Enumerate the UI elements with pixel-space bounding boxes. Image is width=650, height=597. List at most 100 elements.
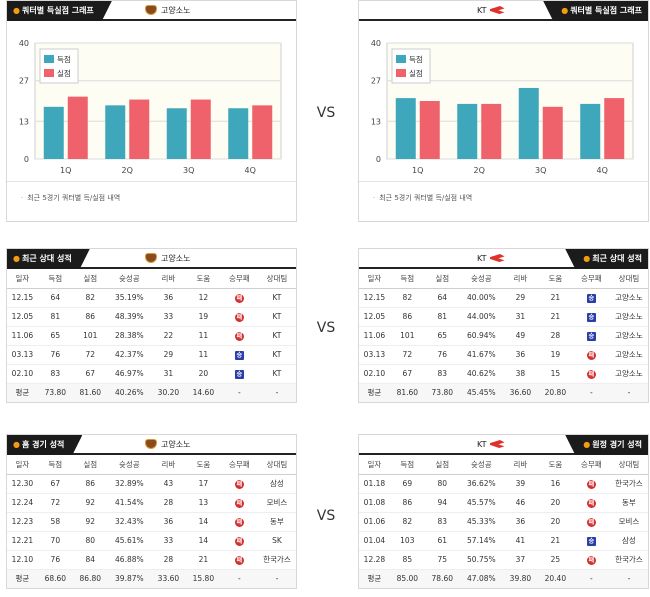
table-cell: 58 (37, 512, 73, 532)
panel-header: KT ● 쿼터별 득실점 그래프 (359, 1, 648, 21)
x-tick-label: 1Q (60, 166, 71, 175)
team-name: 고양소노 (161, 6, 191, 15)
table-cell: 45.61% (107, 531, 151, 551)
table-cell: 85 (389, 550, 425, 570)
bar-scored (105, 105, 126, 159)
table-cell: 01.18 (359, 474, 390, 494)
table-cell: 83 (37, 364, 73, 384)
loss-badge-icon: 패 (586, 555, 596, 565)
column-header: 득점 (37, 455, 73, 475)
table-cell: 85.00 (389, 569, 425, 588)
team-label: KT (477, 249, 505, 269)
table-cell: 65 (37, 326, 73, 346)
result-cell: 패 (220, 326, 258, 346)
team-name: KT (477, 6, 487, 15)
table-cell: 68.60 (37, 569, 73, 588)
table-cell: 49 (502, 326, 538, 346)
result-cell: 패 (220, 307, 258, 327)
table-cell: 고양소노 (609, 326, 648, 346)
team-name: KT (477, 440, 487, 449)
table-cell: 72 (389, 345, 425, 365)
legend-label: 실점 (57, 68, 71, 78)
table-cell: 평균 (359, 383, 390, 402)
win-badge-icon: 승 (234, 369, 244, 379)
column-header: 득점 (389, 269, 425, 289)
table-cell: 67 (389, 364, 425, 384)
y-tick-label: 40 (19, 39, 29, 48)
table-row: 01.08 86 94 45.57% 46 20 패 동부 (359, 493, 648, 513)
result-cell: 패 (220, 512, 258, 532)
table-header-row: 일자 득점 실점 슛성공 리바 도움 승무패 상대팀 (359, 455, 648, 475)
table-cell: 12.05 (7, 307, 38, 327)
table-cell: 38 (502, 364, 538, 384)
table-row: 12.05 81 86 48.39% 33 19 패 KT (7, 307, 296, 327)
column-header: 실점 (424, 269, 460, 289)
panel-header: ● 최근 상대 성적 고양소노 (7, 249, 296, 269)
goyang-sono-logo-icon (145, 253, 157, 263)
table-cell: 57.14% (459, 531, 503, 551)
bar-scored (228, 108, 249, 159)
table-cell: 13 (185, 493, 221, 513)
bar-scored (518, 87, 539, 159)
table-cell: 20 (537, 493, 573, 513)
kt-sonicboom-logo-icon (489, 254, 505, 262)
bar-scored (43, 106, 64, 159)
table-cell: 28 (150, 493, 186, 513)
table-cell: 14.60 (185, 383, 221, 402)
bar-conceded (129, 99, 150, 159)
result-cell: 패 (220, 288, 258, 308)
y-tick-label: 27 (19, 77, 29, 86)
bar-conceded (604, 98, 625, 159)
table-row: 12.15 82 64 40.00% 29 21 승 고양소노 (359, 288, 648, 308)
bar-conceded (190, 99, 211, 159)
table-cell: 41.54% (107, 493, 151, 513)
home-record-panel-left: ● 홈 경기 성적 고양소노 일자 득점 실점 슛성공 리바 도움 승무패 상대팀 12.30 67… (6, 434, 297, 589)
panel-header: KT ● 원정 경기 성적 (359, 435, 648, 455)
legend-box (391, 48, 431, 84)
table-cell: 73.80 (424, 383, 460, 402)
table-cell: 28 (150, 550, 186, 570)
table-cell: 40.00% (459, 288, 503, 308)
table-cell: - (572, 569, 610, 588)
table-cell: 61 (424, 531, 460, 551)
legend-box (39, 48, 79, 84)
table-cell: 45.33% (459, 512, 503, 532)
column-header: 일자 (359, 455, 390, 475)
table-cell: 14 (185, 531, 221, 551)
win-badge-icon: 승 (586, 312, 596, 322)
table-cell: 86 (389, 493, 425, 513)
table-cell: 92 (72, 512, 108, 532)
chart-footer: · 최근 5경기 쿼터별 득/실점 내역 (7, 181, 296, 213)
table-cell: 20.40 (537, 569, 573, 588)
result-cell: 승 (572, 531, 610, 551)
table-cell: 12.30 (7, 474, 38, 494)
table-cell: 평균 (7, 569, 38, 588)
team-label: 고양소노 (145, 249, 190, 269)
bar-conceded (67, 96, 88, 159)
table-cell: 모비스 (609, 512, 648, 532)
table-cell: 02.10 (7, 364, 38, 384)
table-cell: 76 (424, 345, 460, 365)
table-cell: 86.80 (72, 569, 108, 588)
table-cell: 84 (72, 550, 108, 570)
column-header: 슛성공 (107, 455, 151, 475)
table-cell: 36.60 (502, 383, 538, 402)
result-cell: 패 (220, 550, 258, 570)
y-tick-label: 0 (24, 155, 29, 164)
table-cell: 한국가스 (609, 550, 648, 570)
table-cell: 동부 (257, 512, 296, 532)
table-cell: - (257, 383, 296, 402)
table-cell: 01.06 (359, 512, 390, 532)
table-cell: 81.60 (72, 383, 108, 402)
bar-scored (166, 108, 187, 159)
table-cell: 101 (389, 326, 425, 346)
table-cell: 평균 (359, 569, 390, 588)
y-tick-label: 0 (376, 155, 381, 164)
table-cell: - (572, 383, 610, 402)
table-cell: 고양소노 (609, 364, 648, 384)
vs-label: VS (316, 508, 336, 524)
table-cell: 46.88% (107, 550, 151, 570)
table-cell: KT (257, 345, 296, 365)
